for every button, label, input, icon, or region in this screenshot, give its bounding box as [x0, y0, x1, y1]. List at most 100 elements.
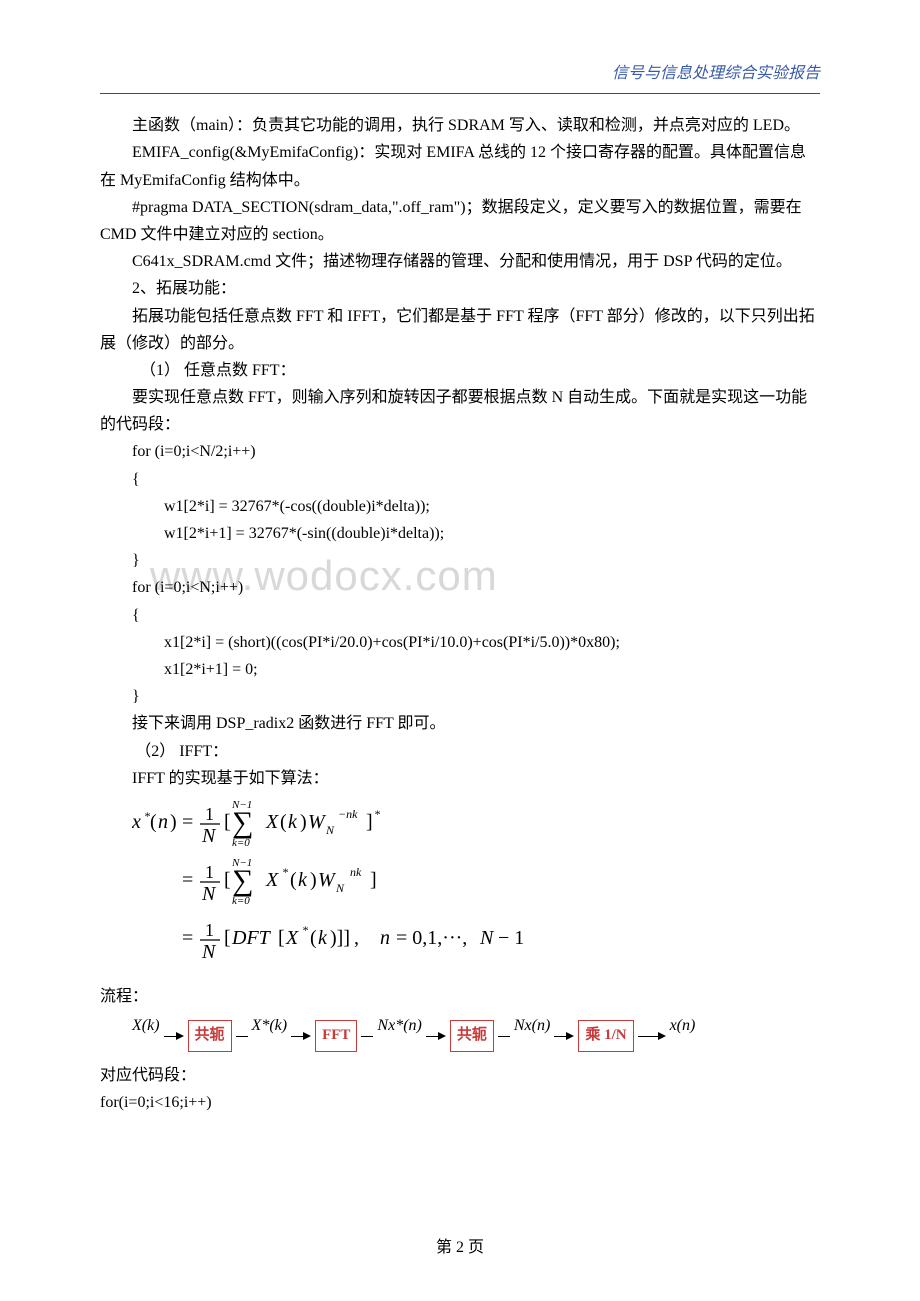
svg-text:− 1: − 1: [498, 927, 524, 949]
header-rule: [100, 93, 820, 94]
flow-label: X*(k): [252, 1012, 288, 1039]
flow-label: X(k): [132, 1012, 160, 1039]
paragraph: 拓展功能包括任意点数 FFT 和 IFFT，它们都是基于 FFT 程序（FFT …: [100, 303, 820, 357]
svg-text:= 0,1,···,: = 0,1,···,: [396, 927, 467, 949]
svg-text:,: ,: [354, 927, 359, 949]
svg-text:=: =: [182, 811, 193, 833]
svg-text:X: X: [265, 869, 279, 891]
flow-box-scale: 乘 1/N: [578, 1020, 633, 1052]
code-line: x1[2*i] = (short)((cos(PI*i/20.0)+cos(PI…: [132, 634, 620, 651]
svg-text:N: N: [479, 927, 495, 949]
svg-text:nk: nk: [350, 865, 362, 879]
svg-text:1: 1: [205, 862, 214, 882]
svg-text:N−1: N−1: [231, 799, 252, 811]
paragraph: #pragma DATA_SECTION(sdram_data,".off_ra…: [100, 194, 820, 248]
flow-diagram: X(k) 共轭 X*(k) FFT Nx*(n) 共轭 Nx(n) 乘 1/N …: [132, 1020, 820, 1052]
svg-text:X: X: [265, 811, 279, 833]
flow-label: Nx*(n): [377, 1012, 421, 1039]
code-line: for(i=0;i<16;i++): [100, 1089, 820, 1116]
svg-text:N: N: [335, 881, 345, 895]
svg-text:(: (: [310, 927, 317, 949]
arrow-icon: [176, 1032, 184, 1040]
arrow-icon: [554, 1036, 566, 1037]
svg-text:k: k: [298, 869, 308, 891]
flow-label: Nx(n): [514, 1012, 550, 1039]
svg-text:*: *: [282, 865, 288, 879]
arrow-icon: [164, 1036, 176, 1037]
svg-text:)]]: )]]: [330, 927, 350, 949]
svg-text:W: W: [318, 869, 337, 891]
svg-text:k: k: [288, 811, 298, 833]
arrow-icon: [498, 1036, 510, 1037]
svg-text:N: N: [201, 825, 217, 847]
svg-text:(: (: [290, 869, 297, 891]
flow-label: x(n): [670, 1012, 696, 1039]
code-line: }: [132, 552, 140, 569]
svg-text:[: [: [224, 811, 231, 833]
svg-text:W: W: [308, 811, 327, 833]
svg-text:k: k: [318, 927, 328, 949]
arrow-icon: [566, 1032, 574, 1040]
page-footer: 第 2 页: [0, 1234, 920, 1261]
flow-box-conj1: 共轭: [188, 1020, 232, 1052]
ifft-formula: x* (n) = 1 N [ ∑ N−1 k=0 X(k) WN −nk ] *: [132, 798, 820, 977]
arrow-icon: [361, 1036, 373, 1037]
subheading: （2） IFFT：: [100, 738, 820, 765]
svg-text:N: N: [201, 883, 217, 905]
svg-text:[: [: [224, 869, 231, 891]
paragraph: 流程：: [100, 983, 820, 1010]
paragraph: 接下来调用 DSP_radix2 函数进行 FFT 即可。: [100, 710, 820, 737]
svg-text:): ): [310, 869, 317, 891]
code-line: w1[2*i+1] = 32767*(-sin((double)i*delta)…: [132, 525, 444, 542]
code-line: {: [132, 471, 140, 488]
flow-box-conj2: 共轭: [450, 1020, 494, 1052]
svg-text:n: n: [158, 811, 168, 833]
arrow-icon: [291, 1036, 303, 1037]
svg-text:k=0: k=0: [232, 895, 250, 907]
paragraph: 要实现任意点数 FFT，则输入序列和旋转因子都要根据点数 N 自动生成。下面就是…: [100, 384, 820, 438]
arrow-icon: [303, 1032, 311, 1040]
paragraph: 主函数（main）：负责其它功能的调用，执行 SDRAM 写入、读取和检测，并点…: [100, 112, 820, 139]
svg-text:[: [: [278, 927, 285, 949]
svg-text:n: n: [380, 927, 390, 949]
svg-text:k=0: k=0: [232, 837, 250, 849]
code-line: for (i=0;i<N/2;i++): [132, 443, 256, 460]
svg-text:*: *: [302, 923, 308, 937]
document-body: 主函数（main）：负责其它功能的调用，执行 SDRAM 写入、读取和检测，并点…: [100, 112, 820, 1116]
arrow-icon: [426, 1036, 438, 1037]
code-line: {: [132, 607, 140, 624]
code-line: x1[2*i+1] = 0;: [132, 661, 258, 678]
code-line: for (i=0;i<N;i++): [132, 579, 243, 596]
svg-text:1: 1: [205, 804, 214, 824]
arrow-icon: [638, 1036, 658, 1037]
heading-2: 2、拓展功能：: [100, 275, 820, 302]
svg-text:(: (: [150, 811, 157, 833]
flow-box-fft: FFT: [315, 1020, 357, 1052]
svg-text:(: (: [280, 811, 287, 833]
arrow-icon: [658, 1032, 666, 1040]
svg-text:1: 1: [205, 920, 214, 940]
code-line: }: [132, 688, 140, 705]
svg-text:]: ]: [366, 811, 373, 833]
svg-text:N−1: N−1: [231, 857, 252, 869]
svg-text:−nk: −nk: [338, 807, 358, 821]
svg-text:DFT: DFT: [231, 927, 272, 949]
svg-text:*: *: [374, 807, 380, 821]
svg-text:N: N: [201, 941, 217, 963]
arrow-icon: [236, 1036, 248, 1037]
svg-text:=: =: [182, 927, 193, 949]
svg-text:): ): [170, 811, 177, 833]
svg-text:[: [: [224, 927, 231, 949]
svg-text:]: ]: [370, 869, 377, 891]
subheading: （1） 任意点数 FFT：: [100, 357, 820, 384]
paragraph: C641x_SDRAM.cmd 文件；描述物理存储器的管理、分配和使用情况，用于…: [100, 248, 820, 275]
svg-text:x: x: [132, 811, 141, 833]
code-line: w1[2*i] = 32767*(-cos((double)i*delta));: [132, 498, 430, 515]
svg-text:): ): [300, 811, 307, 833]
page-header: 信号与信息处理综合实验报告: [100, 60, 820, 87]
svg-text:X: X: [285, 927, 299, 949]
code-block-1: for (i=0;i<N/2;i++) { w1[2*i] = 32767*(-…: [132, 438, 820, 710]
paragraph: 对应代码段：: [100, 1062, 820, 1089]
svg-text:N: N: [325, 823, 335, 837]
paragraph: EMIFA_config(&MyEmifaConfig)：实现对 EMIFA 总…: [100, 139, 820, 193]
